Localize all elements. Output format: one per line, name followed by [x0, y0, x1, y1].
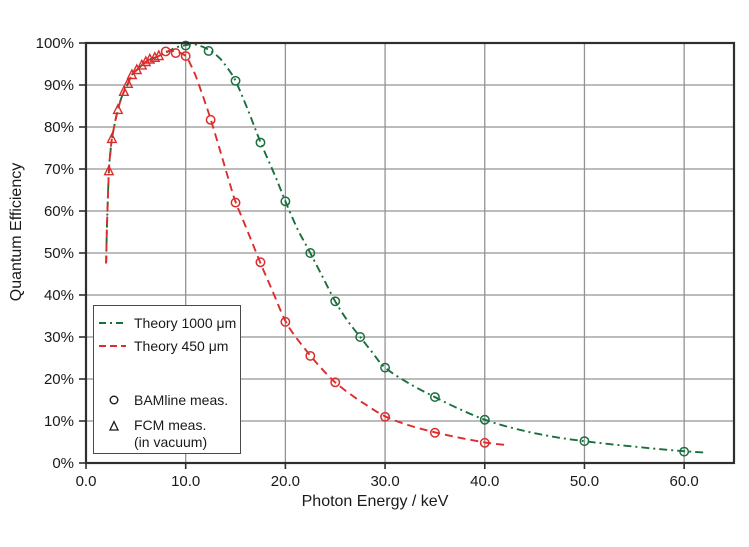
point-bamline-meas-450-m- [429, 427, 440, 438]
point-bamline-meas-1000-m- [679, 446, 690, 457]
legend-label: FCM meas. [134, 417, 207, 433]
legend-item-fcm: FCM meas. (in vacuum) [98, 417, 207, 451]
dashdot-line-swatch [99, 322, 126, 324]
y-tick-label: 30% [44, 329, 74, 346]
y-axis-title: Quantum Efficiency [8, 162, 25, 302]
point-bamline-meas-1000-m- [330, 296, 341, 307]
point-fcm-meas-in-vacuum- [153, 49, 165, 61]
x-tick-label: 30.0 [370, 473, 399, 490]
point-bamline-meas-1000-m- [280, 196, 291, 207]
point-bamline-meas-450-m- [380, 411, 391, 422]
point-fcm-meas-in-vacuum- [106, 132, 118, 144]
y-tick-label: 80% [44, 119, 74, 136]
legend-triangle-marker [108, 420, 120, 431]
y-tick-label: 0% [52, 455, 74, 472]
y-tick-label: 100% [36, 35, 74, 52]
y-tick-label: 70% [44, 161, 74, 178]
point-bamline-meas-450-m- [330, 377, 341, 388]
triangle-marker-icon [108, 420, 120, 431]
point-bamline-meas-1000-m- [305, 248, 316, 258]
legend-label: Theory 450 μm [134, 337, 229, 354]
x-tick-label: 20.0 [271, 473, 300, 490]
x-tick-label: 0.0 [76, 473, 97, 490]
point-fcm-meas-in-vacuum- [103, 164, 115, 176]
point-bamline-meas-1000-m- [180, 40, 191, 51]
point-bamline-meas-1000-m- [230, 75, 241, 86]
point-bamline-meas-1000-m- [255, 137, 266, 148]
point-fcm-meas-in-vacuum- [118, 85, 130, 96]
point-bamline-meas-1000-m- [579, 436, 590, 447]
plot-frame [84, 41, 736, 465]
legend-label: BAMline meas. [134, 391, 229, 408]
y-tick-label: 10% [44, 413, 74, 430]
point-bamline-meas-450-m- [160, 46, 171, 57]
point-bamline-meas-450-m- [305, 350, 316, 361]
point-bamline-meas-1000-m- [479, 414, 490, 425]
point-bamline-meas-450-m- [255, 257, 266, 268]
curve-theory-450-m [105, 50, 505, 446]
legend-circle-marker [109, 395, 119, 405]
y-tick-label: 50% [44, 245, 74, 262]
dashed-line-swatch [99, 345, 126, 347]
point-bamline-meas-450-m- [170, 48, 181, 59]
legend-label-line2: (in vacuum) [134, 434, 208, 450]
point-bamline-meas-450-m- [280, 316, 291, 327]
x-tick-label: 40.0 [470, 473, 499, 490]
point-bamline-meas-1000-m- [429, 392, 440, 403]
legend-label: Theory 1000 μm [134, 314, 237, 331]
legend-item-theory-1000: Theory 1000 μm [98, 314, 236, 332]
y-tick-label: 60% [44, 203, 74, 220]
curve-theory-1000-m [105, 43, 705, 454]
point-fcm-meas-in-vacuum- [149, 51, 161, 62]
point-bamline-meas-450-m- [230, 197, 241, 208]
legend-item-bamline: BAMline meas. [98, 391, 228, 409]
point-bamline-meas-450-m- [180, 51, 191, 61]
y-tick-label: 40% [44, 287, 74, 304]
legend-item-theory-450: Theory 450 μm [98, 337, 228, 355]
point-fcm-meas-in-vacuum- [122, 77, 134, 88]
point-bamline-meas-450-m- [479, 437, 490, 448]
point-bamline-meas-1000-m- [203, 46, 214, 56]
y-tick-label: 20% [44, 371, 74, 388]
x-tick-label: 10.0 [171, 473, 200, 490]
circle-marker-icon [109, 395, 119, 405]
x-axis-title: Photon Energy / keV [301, 493, 449, 510]
y-tick-label: 90% [44, 77, 74, 94]
point-bamline-meas-1000-m- [355, 332, 366, 342]
x-tick-label: 50.0 [570, 473, 599, 490]
point-bamline-meas-450-m- [205, 114, 216, 125]
x-tick-label: 60.0 [670, 473, 699, 490]
point-fcm-meas-in-vacuum- [140, 55, 152, 67]
legend: Theory 1000 μm Theory 450 μm BAMline mea… [93, 305, 241, 454]
point-fcm-meas-in-vacuum- [112, 103, 124, 115]
point-bamline-meas-1000-m- [380, 362, 391, 373]
point-fcm-meas-in-vacuum- [136, 58, 148, 70]
